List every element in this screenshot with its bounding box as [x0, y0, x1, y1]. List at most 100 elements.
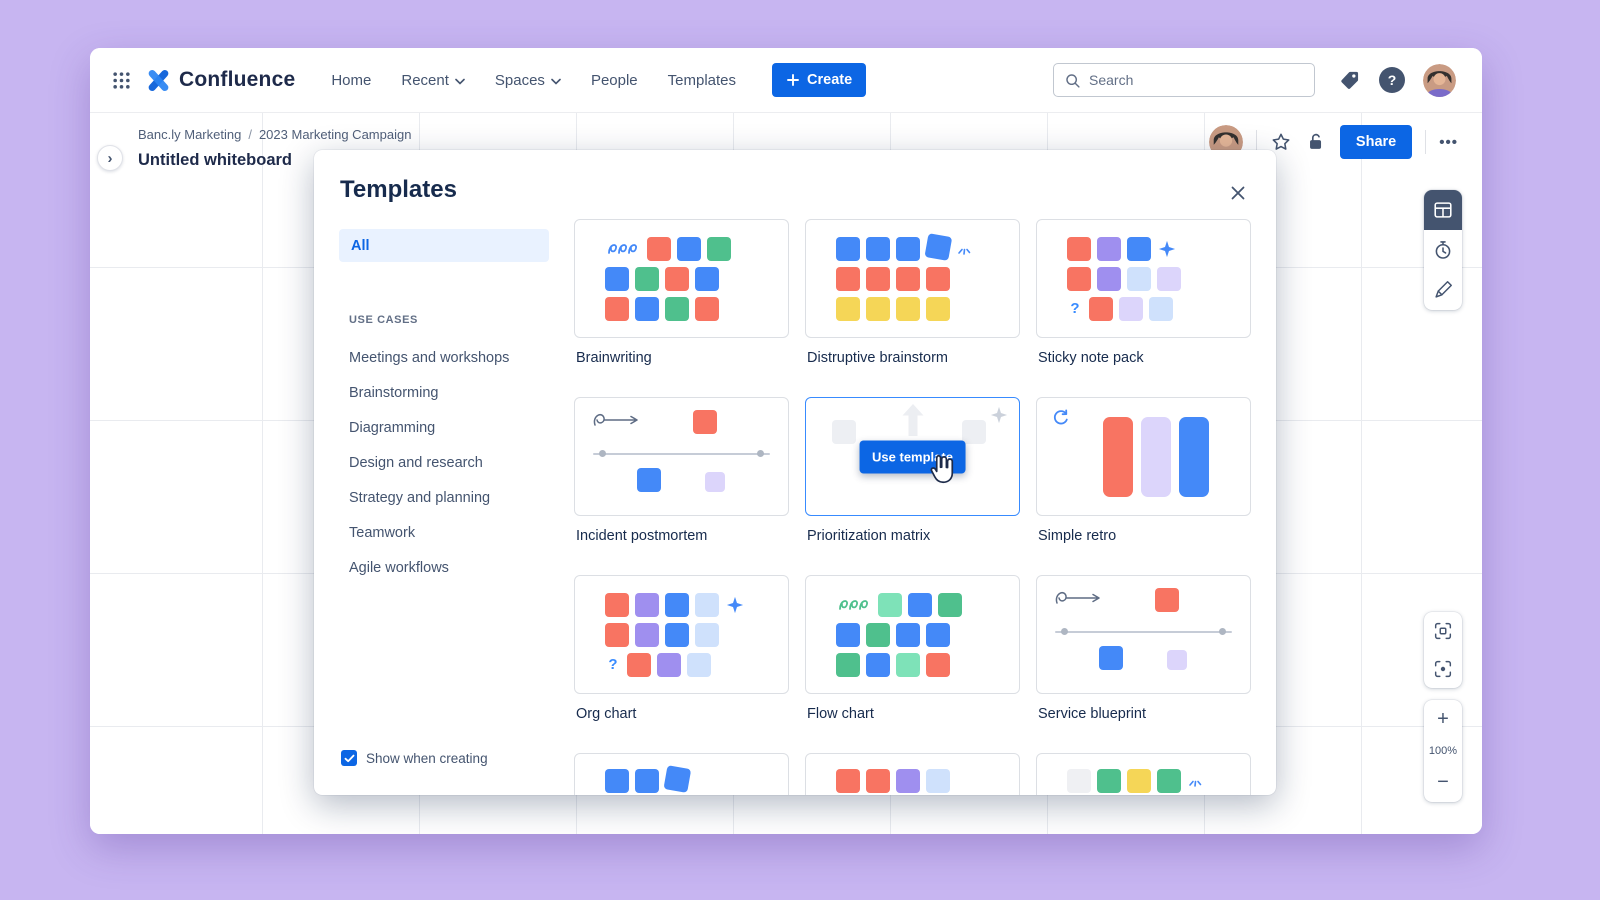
- confluence-logo-icon[interactable]: [145, 67, 172, 94]
- close-button[interactable]: [1224, 180, 1252, 208]
- unlock-icon[interactable]: [1305, 131, 1327, 153]
- sticky-note: [866, 622, 890, 647]
- thumb-row: [836, 266, 1019, 291]
- template-thumb: ?: [1036, 219, 1251, 338]
- thumb-row: [836, 592, 1019, 617]
- use-case-design-and-research[interactable]: Design and research: [349, 454, 483, 471]
- template-card[interactable]: Service blueprint: [1036, 575, 1251, 753]
- template-name: Service blueprint: [1038, 706, 1146, 722]
- template-name: Distruptive brainstorm: [807, 350, 949, 366]
- use-case-agile-workflows[interactable]: Agile workflows: [349, 559, 449, 576]
- user-avatar[interactable]: [1423, 63, 1456, 97]
- thumb-grid: [1037, 754, 1250, 795]
- sticky-note: [938, 592, 962, 617]
- sticky-note: [1127, 266, 1151, 291]
- template-card[interactable]: Flow chart: [805, 575, 1020, 753]
- template-card[interactable]: ? Org chart: [574, 575, 789, 753]
- sticky-note: [707, 236, 731, 261]
- template-thumb: [574, 753, 789, 795]
- zoom-out-button[interactable]: −: [1424, 765, 1462, 800]
- breadcrumb-space[interactable]: Banc.ly Marketing: [138, 127, 242, 142]
- help-icon[interactable]: ?: [1379, 67, 1405, 93]
- app-switcher-icon[interactable]: [112, 71, 131, 90]
- laser-pen-tool-button[interactable]: [1424, 270, 1462, 310]
- nav-item-templates[interactable]: Templates: [668, 72, 736, 89]
- sticky-note: [866, 236, 890, 261]
- zoom-to-selection-icon[interactable]: [1424, 650, 1462, 688]
- sticky-note: [896, 652, 920, 677]
- sticky-note: [926, 622, 950, 647]
- thumb-grid: [806, 576, 1019, 693]
- sticky-note: [1067, 266, 1091, 291]
- search-box[interactable]: [1053, 63, 1315, 97]
- template-thumb: [805, 219, 1020, 338]
- nav-item-label: People: [590, 71, 638, 89]
- search-input[interactable]: [1089, 72, 1304, 88]
- use-case-brainstorming[interactable]: Brainstorming: [349, 384, 439, 401]
- template-card-partial[interactable]: [1036, 753, 1251, 795]
- sticky-note: [866, 769, 890, 793]
- modal-sidebar: All USE CASES Meetings and workshops Brai…: [339, 229, 549, 585]
- sticky-note: [878, 592, 902, 617]
- use-template-button[interactable]: Use template: [859, 440, 966, 473]
- thumb-grid: [806, 220, 1019, 337]
- scribble-icon: [606, 239, 640, 259]
- template-card[interactable]: Simple retro: [1036, 397, 1251, 575]
- filter-all[interactable]: All: [339, 229, 549, 262]
- nav-item-people[interactable]: People: [591, 72, 638, 89]
- create-button[interactable]: Create: [772, 63, 867, 97]
- sticky-note: [908, 592, 932, 617]
- chevron-down-icon: [551, 72, 561, 89]
- template-card[interactable]: ? Sticky note pack: [1036, 219, 1251, 397]
- template-card-partial[interactable]: [805, 753, 1020, 795]
- use-case-diagramming[interactable]: Diagramming: [349, 419, 436, 436]
- sparkle-icon: [990, 406, 1008, 424]
- nav-item-home[interactable]: Home: [331, 72, 371, 89]
- thumb-grid: [806, 754, 1019, 795]
- use-case-meetings-and-workshops[interactable]: Meetings and workshops: [349, 349, 510, 366]
- show-when-creating[interactable]: Show when creating: [341, 750, 488, 766]
- checkbox-checked-icon[interactable]: [341, 750, 357, 766]
- sticky-note: [836, 622, 860, 647]
- template-card[interactable]: Brainwriting: [574, 219, 789, 397]
- sticky-note: [1067, 236, 1091, 261]
- sticky-note: [836, 296, 860, 321]
- thumb-row: [605, 236, 788, 261]
- templates-tool-button[interactable]: [1424, 190, 1462, 230]
- template-card[interactable]: Distruptive brainstorm: [805, 219, 1020, 397]
- template-card-partial[interactable]: [574, 753, 789, 795]
- divider: [1255, 130, 1257, 154]
- brand-name[interactable]: Confluence: [179, 68, 296, 91]
- chevron-down-icon: [455, 72, 465, 89]
- sidebar-expand-button[interactable]: ›: [97, 145, 123, 171]
- template-card[interactable]: Use template Prioritization matrix: [805, 397, 1020, 575]
- sticky-note: [1067, 769, 1091, 793]
- sticky-note: [926, 296, 950, 321]
- use-case-teamwork[interactable]: Teamwork: [349, 524, 416, 541]
- nav-item-recent[interactable]: Recent: [401, 72, 465, 89]
- breadcrumb-page[interactable]: 2023 Marketing Campaign: [258, 127, 412, 142]
- tag-icon[interactable]: [1339, 69, 1361, 91]
- template-card[interactable]: Incident postmortem: [574, 397, 789, 575]
- zoom-in-button[interactable]: +: [1424, 702, 1462, 737]
- more-icon[interactable]: •••: [1439, 133, 1458, 151]
- use-case-strategy-and-planning[interactable]: Strategy and planning: [349, 489, 491, 506]
- timer-tool-button[interactable]: [1424, 230, 1462, 270]
- arrow-up-icon: [900, 402, 926, 438]
- retro-column: [1179, 417, 1209, 497]
- sticky-note: [627, 652, 651, 677]
- zoom-to-fit-icon[interactable]: [1424, 612, 1462, 650]
- share-button[interactable]: Share: [1339, 125, 1413, 159]
- thumb-row: [1067, 769, 1250, 793]
- nav-item-spaces[interactable]: Spaces: [495, 72, 561, 89]
- search-icon: [1064, 72, 1081, 89]
- sticky-note: [1157, 769, 1181, 793]
- thumb-grid: [575, 220, 788, 337]
- template-name: Simple retro: [1038, 528, 1117, 544]
- sticky-note: [1099, 646, 1123, 670]
- template-name: Sticky note pack: [1038, 350, 1144, 366]
- sticky-note: [635, 592, 659, 617]
- template-thumb: ?: [574, 575, 789, 694]
- star-icon[interactable]: [1270, 131, 1292, 153]
